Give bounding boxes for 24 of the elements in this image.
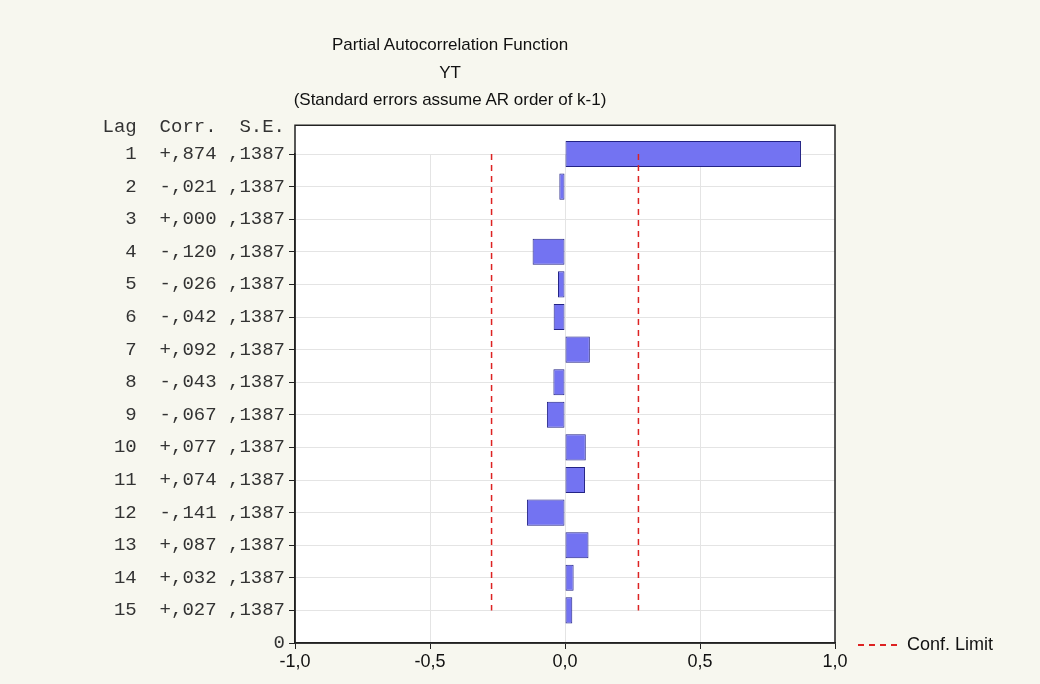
y-tick-label: 5 -,026 ,1387 — [113, 273, 285, 296]
y-tick-label: 8 -,043 ,1387 — [113, 371, 285, 394]
chart-subtitle: YT — [439, 62, 461, 82]
y-tick-label: 3 +,000 ,1387 — [113, 208, 285, 231]
y-tick-label: 6 -,042 ,1387 — [113, 306, 285, 329]
legend-label: Conf. Limit — [907, 633, 994, 654]
y-tick-label: 13 +,087 ,1387 — [113, 534, 285, 557]
y-tick-label: 15 +,027 ,1387 — [113, 599, 285, 622]
x-tick-label: 0,5 — [687, 650, 713, 671]
y-tick-label: 10 +,077 ,1387 — [113, 436, 285, 459]
chart-title: Partial Autocorrelation Function — [331, 34, 569, 54]
text: Lag Corr. S.E. — [102, 116, 285, 139]
y-tick-label: 12 -,141 ,1387 — [113, 501, 285, 524]
text: (Standard errors assume AR order of k-1) — [293, 89, 607, 109]
y-tick-label: 2 -,021 ,1387 — [113, 175, 285, 198]
y-tick-label: 7 +,092 ,1387 — [113, 338, 285, 361]
y-tick-label: 9 -,067 ,1387 — [113, 403, 285, 426]
x-tick-label: -0,5 — [414, 650, 446, 671]
y-tick-label: 14 +,032 ,1387 — [113, 566, 285, 589]
y-tick-label: 4 -,120 ,1387 — [113, 240, 285, 263]
y-tick-label: 1 +,874 ,1387 — [113, 143, 285, 166]
x-tick-label: 0,0 — [552, 650, 578, 671]
x-tick-label: 1,0 — [822, 650, 848, 671]
y-tick-label: 11 +,074 ,1387 — [113, 469, 285, 492]
